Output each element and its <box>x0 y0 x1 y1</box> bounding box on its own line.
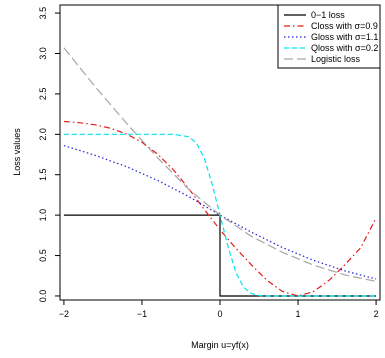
x-tick-label: −2 <box>59 309 69 319</box>
series-line-1 <box>63 120 377 297</box>
y-tick-label: 1.5 <box>38 168 48 181</box>
legend-label-4: Logistic loss <box>311 54 361 64</box>
series-layer <box>63 47 377 297</box>
legend-label-3: Qloss with σ=0.2 <box>311 43 378 53</box>
x-tick-label: 0 <box>217 309 222 319</box>
y-tick-label: 2.0 <box>38 128 48 141</box>
x-tick-label: −1 <box>137 309 147 319</box>
y-tick-label: 3.0 <box>38 47 48 60</box>
y-tick-label: 0.0 <box>38 290 48 303</box>
legend-label-2: Gloss with σ=1.1 <box>311 32 378 42</box>
y-tick-label: 3.5 <box>38 7 48 20</box>
y-axis-label: Loss values <box>12 128 22 176</box>
series-line-4 <box>63 47 377 282</box>
y-tick-label: 0.5 <box>38 249 48 262</box>
series-line-3 <box>63 133 377 297</box>
x-axis-label: Margin u=yf(x) <box>191 340 249 350</box>
x-tick-label: 2 <box>374 309 379 319</box>
y-tick-label: 2.5 <box>38 88 48 101</box>
x-tick-label: 1 <box>296 309 301 319</box>
y-tick-label: 1.0 <box>38 209 48 222</box>
legend-label-1: Closs with σ=0.9 <box>311 21 378 31</box>
legend-label-0: 0−1 loss <box>311 10 345 20</box>
tick-layer: −2 −1 0 1 2 0.0 0.5 1.0 1.5 2.0 2.5 3.0 3.5 <box>38 7 379 319</box>
